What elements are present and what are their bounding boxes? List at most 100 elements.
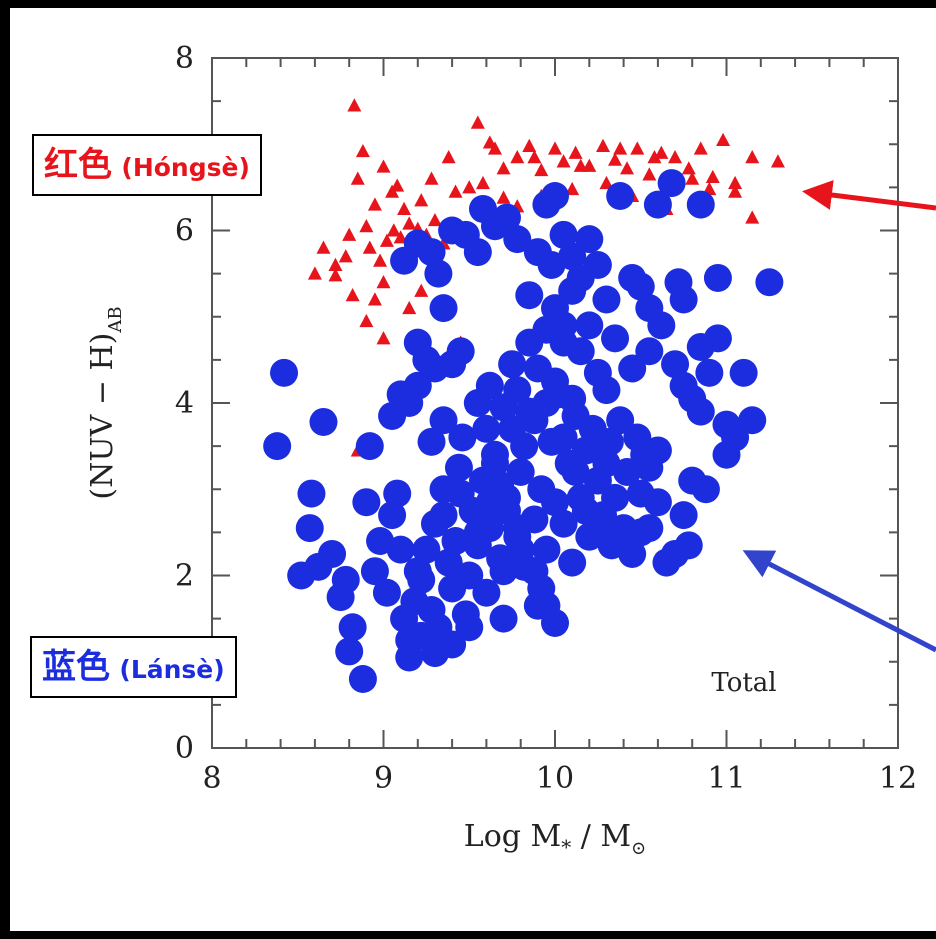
red-triangle-point: [685, 171, 700, 185]
y-tick-label: 2: [175, 559, 194, 594]
red-triangle-point: [441, 149, 456, 164]
red-triangle-point: [496, 161, 511, 175]
red-triangle-point: [716, 132, 731, 146]
red-triangle-point: [596, 138, 611, 152]
y-tick-label: 4: [175, 386, 194, 421]
red-triangle-point: [342, 227, 357, 241]
red-arrow: [802, 180, 936, 211]
blue-circle-point: [592, 285, 621, 314]
red-label-roman: (Hóngsè): [121, 153, 250, 182]
blue-circle-point: [601, 483, 630, 512]
red-triangle-point: [613, 141, 628, 155]
blue-circle-point: [549, 311, 578, 340]
x-tick-label: 11: [707, 761, 745, 796]
red-triangle-point: [347, 98, 362, 112]
blue-circle-point: [297, 479, 326, 508]
x-tick-label: 10: [536, 761, 574, 796]
blue-circle-point: [348, 665, 377, 693]
blue-circle-point: [503, 514, 532, 543]
blue-circle-point: [541, 488, 569, 517]
blue-circle-point: [738, 406, 767, 435]
blue-circle-point: [412, 535, 441, 564]
blue-circle-point: [595, 427, 624, 456]
blue-circle-point: [318, 539, 347, 568]
blue-circle-point: [480, 449, 509, 478]
blue-circle-point: [532, 389, 561, 417]
red-triangle-point: [338, 249, 353, 263]
blue-circle-point: [475, 488, 504, 517]
red-triangle-point: [705, 169, 720, 184]
x-tick-label: 9: [374, 761, 393, 796]
blue-circle-point: [626, 272, 655, 301]
red-triangle-point: [307, 266, 322, 280]
blue-circle-point: [463, 518, 492, 547]
blue-circle-point: [549, 220, 578, 249]
red-triangle-point: [376, 275, 391, 289]
plot-border: [211, 57, 899, 749]
red-triangle-point: [745, 149, 760, 164]
red-triangle-point: [534, 162, 549, 177]
red-triangle-point: [376, 159, 391, 173]
red-label-box: 红色 (Hóngsè): [32, 134, 262, 196]
red-triangle-point: [402, 300, 417, 315]
blue-circle-point: [575, 311, 604, 340]
data-points: [263, 98, 785, 693]
red-triangle-point: [548, 141, 562, 155]
red-triangle-point: [510, 149, 525, 164]
blue-circle-point: [652, 548, 681, 577]
blue-circle-point: [263, 432, 292, 461]
red-triangle-point: [350, 171, 365, 185]
blue-circle-point: [755, 268, 784, 297]
blue-circle-point: [446, 337, 475, 366]
blue-circle-point: [703, 324, 732, 353]
red-triangle-point: [427, 212, 442, 227]
red-triangle-point: [647, 149, 662, 164]
red-triangle-point: [642, 167, 657, 181]
red-triangle-point: [482, 135, 497, 149]
blue-circle-point: [372, 578, 401, 607]
blue-circle-point: [729, 358, 758, 387]
y-tick-label: 8: [175, 41, 194, 76]
blue-circle-point: [571, 436, 600, 465]
blue-circle-point: [503, 376, 532, 405]
blue-circle-point: [360, 557, 389, 586]
red-triangle-point: [328, 257, 343, 271]
blue-circle-point: [558, 276, 587, 305]
red-label-han: 红色: [44, 145, 112, 185]
red-triangle-point: [630, 141, 645, 155]
blue-circle-point: [575, 225, 604, 254]
blue-circle-point: [503, 225, 532, 254]
red-triangle-point: [693, 141, 708, 155]
red-triangle-point: [376, 331, 391, 345]
blue-circle-point: [270, 358, 299, 387]
y-tick-label: 6: [175, 214, 194, 249]
blue-circle-point: [669, 285, 698, 314]
x-tick-label: 12: [879, 761, 917, 796]
scatter-plot: 8 9 10 11 12 0 2 4 6 8 Total Log M* / M⊙ (NUV − H…: [85, 41, 936, 859]
blue-circle-point: [463, 238, 492, 267]
red-triangle-point: [668, 149, 683, 164]
blue-circle-point: [417, 238, 446, 267]
blue-circle-point: [407, 621, 436, 650]
blue-circle-point: [475, 371, 504, 400]
blue-label-han: 蓝色: [42, 647, 110, 687]
blue-circle-point: [506, 535, 535, 564]
blue-circle-point: [395, 643, 424, 672]
blue-circle-point: [712, 440, 741, 469]
blue-circle-point: [643, 190, 672, 219]
red-triangle-point: [385, 184, 400, 198]
blue-circle-point: [541, 367, 569, 396]
blue-circle-point: [489, 557, 518, 586]
red-triangle-point: [359, 218, 374, 233]
blue-circle-point: [383, 479, 412, 508]
blue-circle-point: [558, 384, 587, 413]
blue-circle-point: [601, 324, 630, 353]
blue-circle-point: [515, 281, 544, 310]
blue-circle-point: [417, 427, 446, 456]
red-triangle-point: [397, 201, 412, 215]
blue-circle-point: [635, 294, 664, 323]
y-tick-label: 0: [175, 731, 194, 766]
red-triangle-point: [414, 283, 429, 297]
blue-circle-point: [355, 432, 384, 461]
red-triangle-point: [608, 152, 623, 166]
